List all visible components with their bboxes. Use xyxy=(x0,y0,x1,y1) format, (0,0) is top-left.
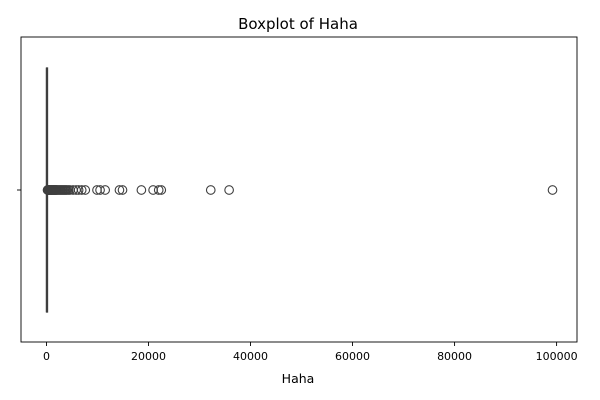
outlier-point xyxy=(100,185,111,195)
chart-title: Boxplot of Haha xyxy=(238,15,358,33)
outlier-point xyxy=(76,185,87,195)
plot-area: 0 20000 40000 60000 80000 100000 xyxy=(17,36,578,363)
outlier-point xyxy=(153,185,164,195)
outlier-point xyxy=(80,185,91,195)
outlier-point xyxy=(136,185,147,195)
x-tick-label: 40000 xyxy=(233,350,268,363)
outlier-point xyxy=(114,185,125,195)
outlier-point xyxy=(156,185,167,195)
x-axis-label: Haha xyxy=(282,371,315,386)
x-tick-label: 0 xyxy=(43,350,50,363)
x-tick-label: 100000 xyxy=(536,350,578,363)
outlier-point xyxy=(117,185,128,195)
axes-frame xyxy=(20,36,578,343)
x-tick-label: 20000 xyxy=(131,350,166,363)
x-tick-label: 80000 xyxy=(437,350,472,363)
x-tick-label: 60000 xyxy=(335,350,370,363)
outlier-point xyxy=(205,185,216,195)
outlier-point xyxy=(71,185,81,195)
outlier-point xyxy=(73,185,84,195)
outlier-point xyxy=(547,185,558,195)
outlier-point xyxy=(224,185,234,195)
outlier-point xyxy=(95,185,105,195)
